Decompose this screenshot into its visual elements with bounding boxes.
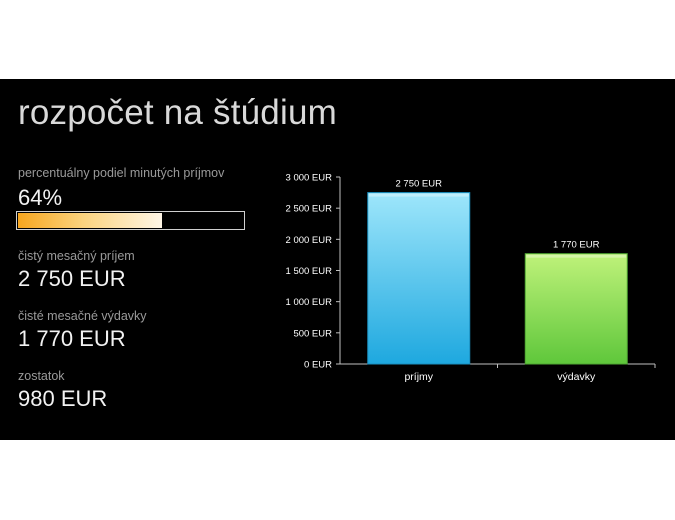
x-category-label: príjmy — [404, 371, 433, 383]
balance-label: zostatok — [18, 369, 65, 383]
slide: rozpočet na štúdium percentuálny podiel … — [0, 79, 675, 440]
slide-title: rozpočet na štúdium — [18, 93, 337, 132]
y-tick-label: 1 000 EUR — [286, 297, 333, 308]
bar-highlight — [368, 193, 469, 197]
bar-income — [367, 192, 471, 365]
budget-bar-chart: 0 EUR 500 EUR 1 000 EUR 1 500 EUR 2 000 EUR 2… — [286, 173, 656, 383]
bar-highlight — [526, 254, 627, 258]
data-label: 2 750 EUR — [396, 179, 443, 190]
data-label: 1 770 EUR — [553, 240, 600, 251]
net-expenses-value: 1 770 EUR — [18, 326, 126, 351]
net-expenses-label: čisté mesačné výdavky — [18, 309, 147, 323]
net-income-value: 2 750 EUR — [18, 266, 126, 291]
balance-value: 980 EUR — [18, 386, 108, 411]
bar-expenses — [524, 253, 628, 365]
y-tick-label: 2 500 EUR — [286, 204, 333, 215]
percent-spent-value: 64% — [18, 185, 63, 210]
progress-bar-fill — [18, 213, 162, 228]
y-tick-label: 3 000 EUR — [286, 173, 333, 184]
y-tick-label: 2 000 EUR — [286, 235, 333, 246]
y-tick-label: 500 EUR — [293, 328, 332, 339]
y-tick-label: 0 EUR — [304, 360, 332, 371]
y-tick-label: 1 500 EUR — [286, 266, 333, 277]
percent-spent-label: percentuálny podiel minutých príjmov — [18, 166, 225, 180]
net-income-label: čistý mesačný príjem — [18, 249, 135, 263]
x-category-label: výdavky — [557, 371, 596, 383]
percent-spent-progress-bar — [16, 211, 245, 230]
